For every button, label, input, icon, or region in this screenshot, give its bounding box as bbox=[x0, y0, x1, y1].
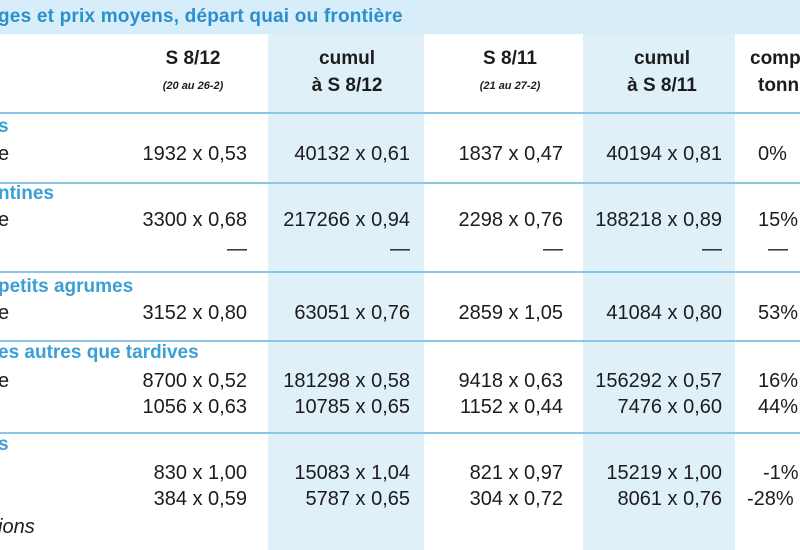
table-cell: — bbox=[543, 238, 563, 260]
table-cell: 63051 x 0,76 bbox=[294, 302, 410, 324]
table-cell: 1056 x 0,63 bbox=[142, 396, 247, 418]
column-subheader: tonn bbox=[758, 75, 800, 96]
divider bbox=[0, 271, 800, 273]
table-title: ges et prix moyens, départ quai ou front… bbox=[0, 6, 403, 27]
row-label: e bbox=[0, 143, 10, 165]
section-heading: es autres que tardives bbox=[0, 342, 199, 363]
table-cell: 53% bbox=[758, 302, 799, 324]
table-cell: 0% bbox=[758, 143, 787, 165]
table-cell: -1% bbox=[763, 462, 799, 484]
shaded-column-cumul-11 bbox=[583, 34, 735, 550]
table-cell: — bbox=[768, 238, 788, 260]
table-cell: — bbox=[702, 238, 722, 260]
table-cell: 41084 x 0,80 bbox=[606, 302, 722, 324]
column-subheader: à S 8/12 bbox=[311, 75, 383, 96]
table-cell: 304 x 0,72 bbox=[469, 488, 563, 510]
table-cell: 1152 x 0,44 bbox=[459, 396, 563, 418]
table-cell: 10785 x 0,65 bbox=[294, 396, 410, 418]
divider bbox=[0, 432, 800, 434]
table-cell: 7476 x 0,60 bbox=[617, 396, 722, 418]
table-cell: — bbox=[227, 238, 247, 260]
divider bbox=[0, 340, 800, 342]
table-title-bar: ges et prix moyens, départ quai ou front… bbox=[0, 0, 800, 34]
divider bbox=[0, 182, 800, 184]
table-cell: 821 x 0,97 bbox=[469, 462, 563, 484]
table-cell: 384 x 0,59 bbox=[153, 488, 247, 510]
section-heading: s bbox=[0, 434, 9, 455]
table-cell: 2859 x 1,05 bbox=[458, 302, 563, 324]
section-heading: ntines bbox=[0, 183, 54, 204]
table-cell: -28% bbox=[747, 488, 794, 510]
table-cell: 16% bbox=[758, 370, 799, 392]
table-cell: 5787 x 0,65 bbox=[305, 488, 410, 510]
row-label: e bbox=[0, 370, 10, 392]
table-cell: 15219 x 1,00 bbox=[606, 462, 722, 484]
column-header: cumul bbox=[319, 48, 375, 69]
section-heading: petits agrumes bbox=[0, 276, 134, 297]
table-cell: 3152 x 0,80 bbox=[142, 302, 247, 324]
table-cell: 1837 x 0,47 bbox=[458, 143, 563, 165]
row-label: e bbox=[0, 302, 10, 324]
table-cell: 1932 x 0,53 bbox=[142, 143, 247, 165]
table-cell: 15083 x 1,04 bbox=[294, 462, 410, 484]
table-cell: 156292 x 0,57 bbox=[595, 370, 722, 392]
table-cell: 8061 x 0,76 bbox=[617, 488, 722, 510]
table-cell: 40194 x 0,81 bbox=[606, 143, 722, 165]
section-heading: s bbox=[0, 116, 9, 137]
table-cell: 8700 x 0,52 bbox=[142, 370, 247, 392]
column-subheader: (20 au 26-2) bbox=[162, 80, 224, 92]
table-cell: 40132 x 0,61 bbox=[294, 143, 410, 165]
column-header: comp bbox=[750, 48, 800, 69]
table-cell: — bbox=[390, 238, 410, 260]
column-header: S 8/12 bbox=[165, 48, 221, 69]
row-label: e bbox=[0, 209, 10, 231]
column-header: S 8/11 bbox=[483, 48, 537, 69]
shaded-column-cumul-12 bbox=[268, 34, 424, 550]
table-cell: 217266 x 0,94 bbox=[283, 209, 410, 231]
column-header: cumul bbox=[634, 48, 690, 69]
table-cell: 188218 x 0,89 bbox=[595, 209, 722, 231]
table-cell: 44% bbox=[758, 396, 799, 418]
table-cell: 15% bbox=[758, 209, 799, 231]
table-cell: 9418 x 0,63 bbox=[458, 370, 563, 392]
footnote: ions bbox=[0, 516, 35, 538]
table-cell: 3300 x 0,68 bbox=[142, 209, 247, 231]
divider bbox=[0, 112, 800, 114]
table-cell: 2298 x 0,76 bbox=[458, 209, 563, 231]
column-subheader: à S 8/11 bbox=[627, 75, 697, 96]
table-cell: 181298 x 0,58 bbox=[283, 370, 410, 392]
table-cell: 830 x 1,00 bbox=[153, 462, 247, 484]
column-subheader: (21 au 27-2) bbox=[479, 80, 541, 92]
